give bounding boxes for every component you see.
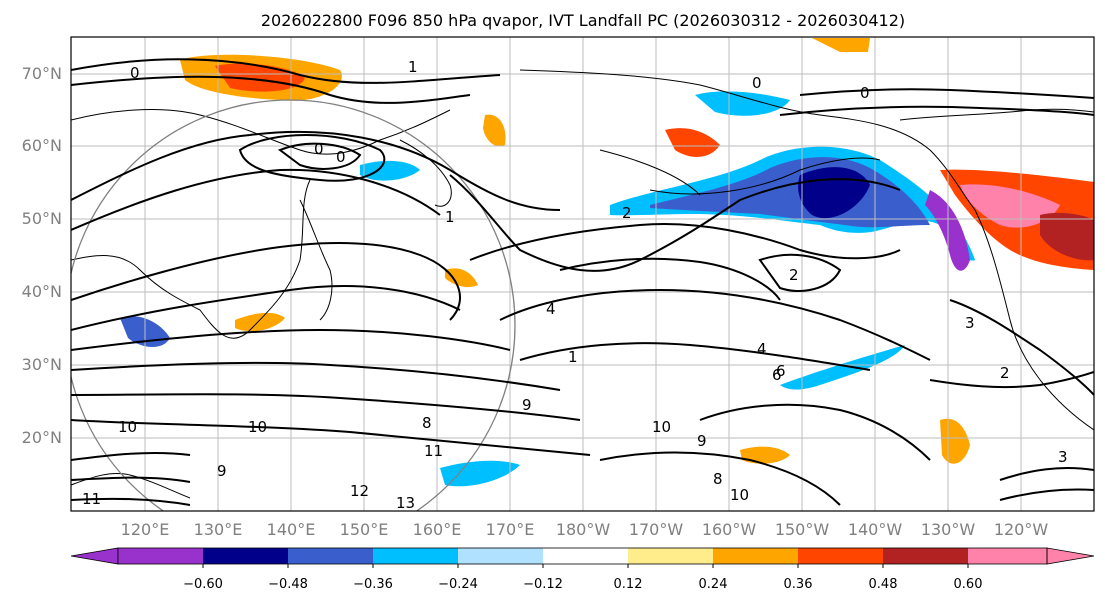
lat-tick-label: 70°N	[22, 64, 62, 83]
contour-label: 0	[314, 140, 324, 158]
colorbar-swatch	[203, 548, 288, 564]
radius-circle	[71, 99, 516, 511]
colorbar-tick-label: 0.60	[954, 577, 983, 592]
lon-tick-label: 130°E	[194, 520, 243, 539]
colorbar-tick-label: −0.36	[353, 577, 393, 592]
contour-label: 8	[422, 414, 432, 432]
lon-tick-label: 170°W	[629, 520, 684, 539]
contour-label: 11	[82, 490, 101, 508]
contour-label: 4	[546, 300, 556, 318]
contour-label: 9	[697, 432, 707, 450]
cold-anomaly-alaska	[695, 91, 790, 116]
lon-tick-label: 150°W	[775, 520, 830, 539]
colorbar-swatch	[288, 548, 373, 564]
contour-label: 12	[350, 482, 369, 500]
cold-anomaly-subtropical-band	[780, 345, 905, 390]
colorbar-swatch	[883, 548, 968, 564]
colorbar: −0.60 −0.48 −0.36 −0.24 −0.12 0.12 0.24 …	[70, 547, 1095, 592]
colorbar-tick-label: −0.12	[523, 577, 563, 592]
warm-anomaly-pacific-northwest-dark	[1040, 212, 1094, 261]
contour-label: 1	[408, 58, 418, 76]
colorbar-tick-label: 0.48	[869, 577, 898, 592]
lon-tick-label: 140°E	[267, 520, 316, 539]
colorbar-swatch	[118, 548, 203, 564]
colorbar-tick-label: −0.24	[438, 577, 478, 592]
contour-label: 9	[217, 462, 227, 480]
colorbar-ticks	[202, 564, 969, 568]
contour-label: 0	[752, 74, 762, 92]
anomaly-shading	[120, 38, 1094, 487]
contour-label: 13	[396, 494, 415, 512]
contour-label: 10	[248, 418, 267, 436]
contour-label: 4	[757, 340, 767, 358]
contour-label: 10	[652, 418, 671, 436]
map-frame	[70, 36, 1095, 512]
colorbar-tick-label: 0.12	[614, 577, 643, 592]
lon-tick-label: 120°E	[121, 520, 170, 539]
lon-tick-label: 140°W	[848, 520, 903, 539]
lon-tick-label: 160°E	[413, 520, 462, 539]
warm-anomaly-pacific-2	[740, 446, 790, 464]
colorbar-frame	[117, 547, 1048, 565]
lon-tick-label: 180°W	[556, 520, 611, 539]
warm-anomaly-japan	[235, 312, 285, 332]
ivt-contours	[71, 58, 1094, 506]
colorbar-swatch	[543, 548, 628, 564]
contour-labels: 0 1 0 0 0 0 1 2 4 2 1 4 6 3 2 3 9 8 10 1…	[82, 58, 1068, 512]
colorbar-swatch	[713, 548, 798, 564]
warm-anomaly-pacific-northwest-pink	[960, 184, 1060, 228]
contour-label: 0	[336, 148, 346, 166]
colorbar-tick-label: −0.60	[183, 577, 223, 592]
lon-tick-label: 120°W	[994, 520, 1049, 539]
warm-anomaly-pacific-1	[445, 268, 478, 288]
contour-label: 2	[789, 266, 799, 284]
colorbar-swatch	[458, 548, 543, 564]
longitude-labels: 120°E 130°E 140°E 150°E 160°E 170°E 180°…	[121, 520, 1049, 539]
figure-title: 2026022800 F096 850 hPa qvapor, IVT Land…	[261, 11, 905, 30]
contour-label: 11	[424, 442, 443, 460]
colorbar-tick-label: 0.36	[784, 577, 813, 592]
lon-tick-label: 160°W	[702, 520, 757, 539]
warm-anomaly-top-center	[812, 38, 870, 52]
lon-tick-label: 170°E	[486, 520, 535, 539]
lat-tick-label: 20°N	[22, 428, 62, 447]
lon-tick-label: 130°W	[921, 520, 976, 539]
contour-label: 10	[730, 486, 749, 504]
contour-label: 8	[713, 470, 723, 488]
lat-tick-label: 60°N	[22, 136, 62, 155]
colorbar-swatch	[968, 548, 1047, 564]
colorbar-swatch	[798, 548, 883, 564]
warm-anomaly-aleutian	[665, 128, 720, 157]
contour-label: 3	[1058, 448, 1068, 466]
map-panel: 0 1 0 0 0 0 1 2 4 2 1 4 6 3 2 3 9 8 10 1…	[70, 36, 1095, 512]
cold-anomaly-central-pacific	[440, 460, 520, 487]
contour-label: 2	[1000, 364, 1010, 382]
contour-label: 0	[860, 84, 870, 102]
contour-label: 3	[965, 314, 975, 332]
lat-tick-label: 50°N	[22, 209, 62, 228]
contour-label: 6	[776, 362, 786, 380]
contour-label: 0	[130, 64, 140, 82]
colorbar-tick-label: 0.24	[699, 577, 728, 592]
colorbar-tick-label: −0.48	[268, 577, 308, 592]
contour-label: 10	[118, 418, 137, 436]
contour-label: 9	[522, 396, 532, 414]
colorbar-min-extend	[70, 547, 119, 565]
colorbar-swatch	[373, 548, 458, 564]
contour-label: 1	[568, 348, 578, 366]
lat-tick-label: 30°N	[22, 355, 62, 374]
lon-tick-label: 150°E	[340, 520, 389, 539]
lat-tick-label: 40°N	[22, 282, 62, 301]
contour-label: 1	[445, 208, 455, 226]
cold-anomaly-kamchatka	[360, 160, 420, 181]
colorbar-swatch	[628, 548, 713, 564]
latitude-labels: 70°N 60°N 50°N 40°N 30°N 20°N	[22, 64, 62, 447]
warm-anomaly-kuril	[483, 114, 506, 147]
contour-label: 6	[772, 366, 782, 384]
colorbar-max-extend	[1046, 547, 1095, 565]
contour-label: 2	[622, 204, 632, 222]
